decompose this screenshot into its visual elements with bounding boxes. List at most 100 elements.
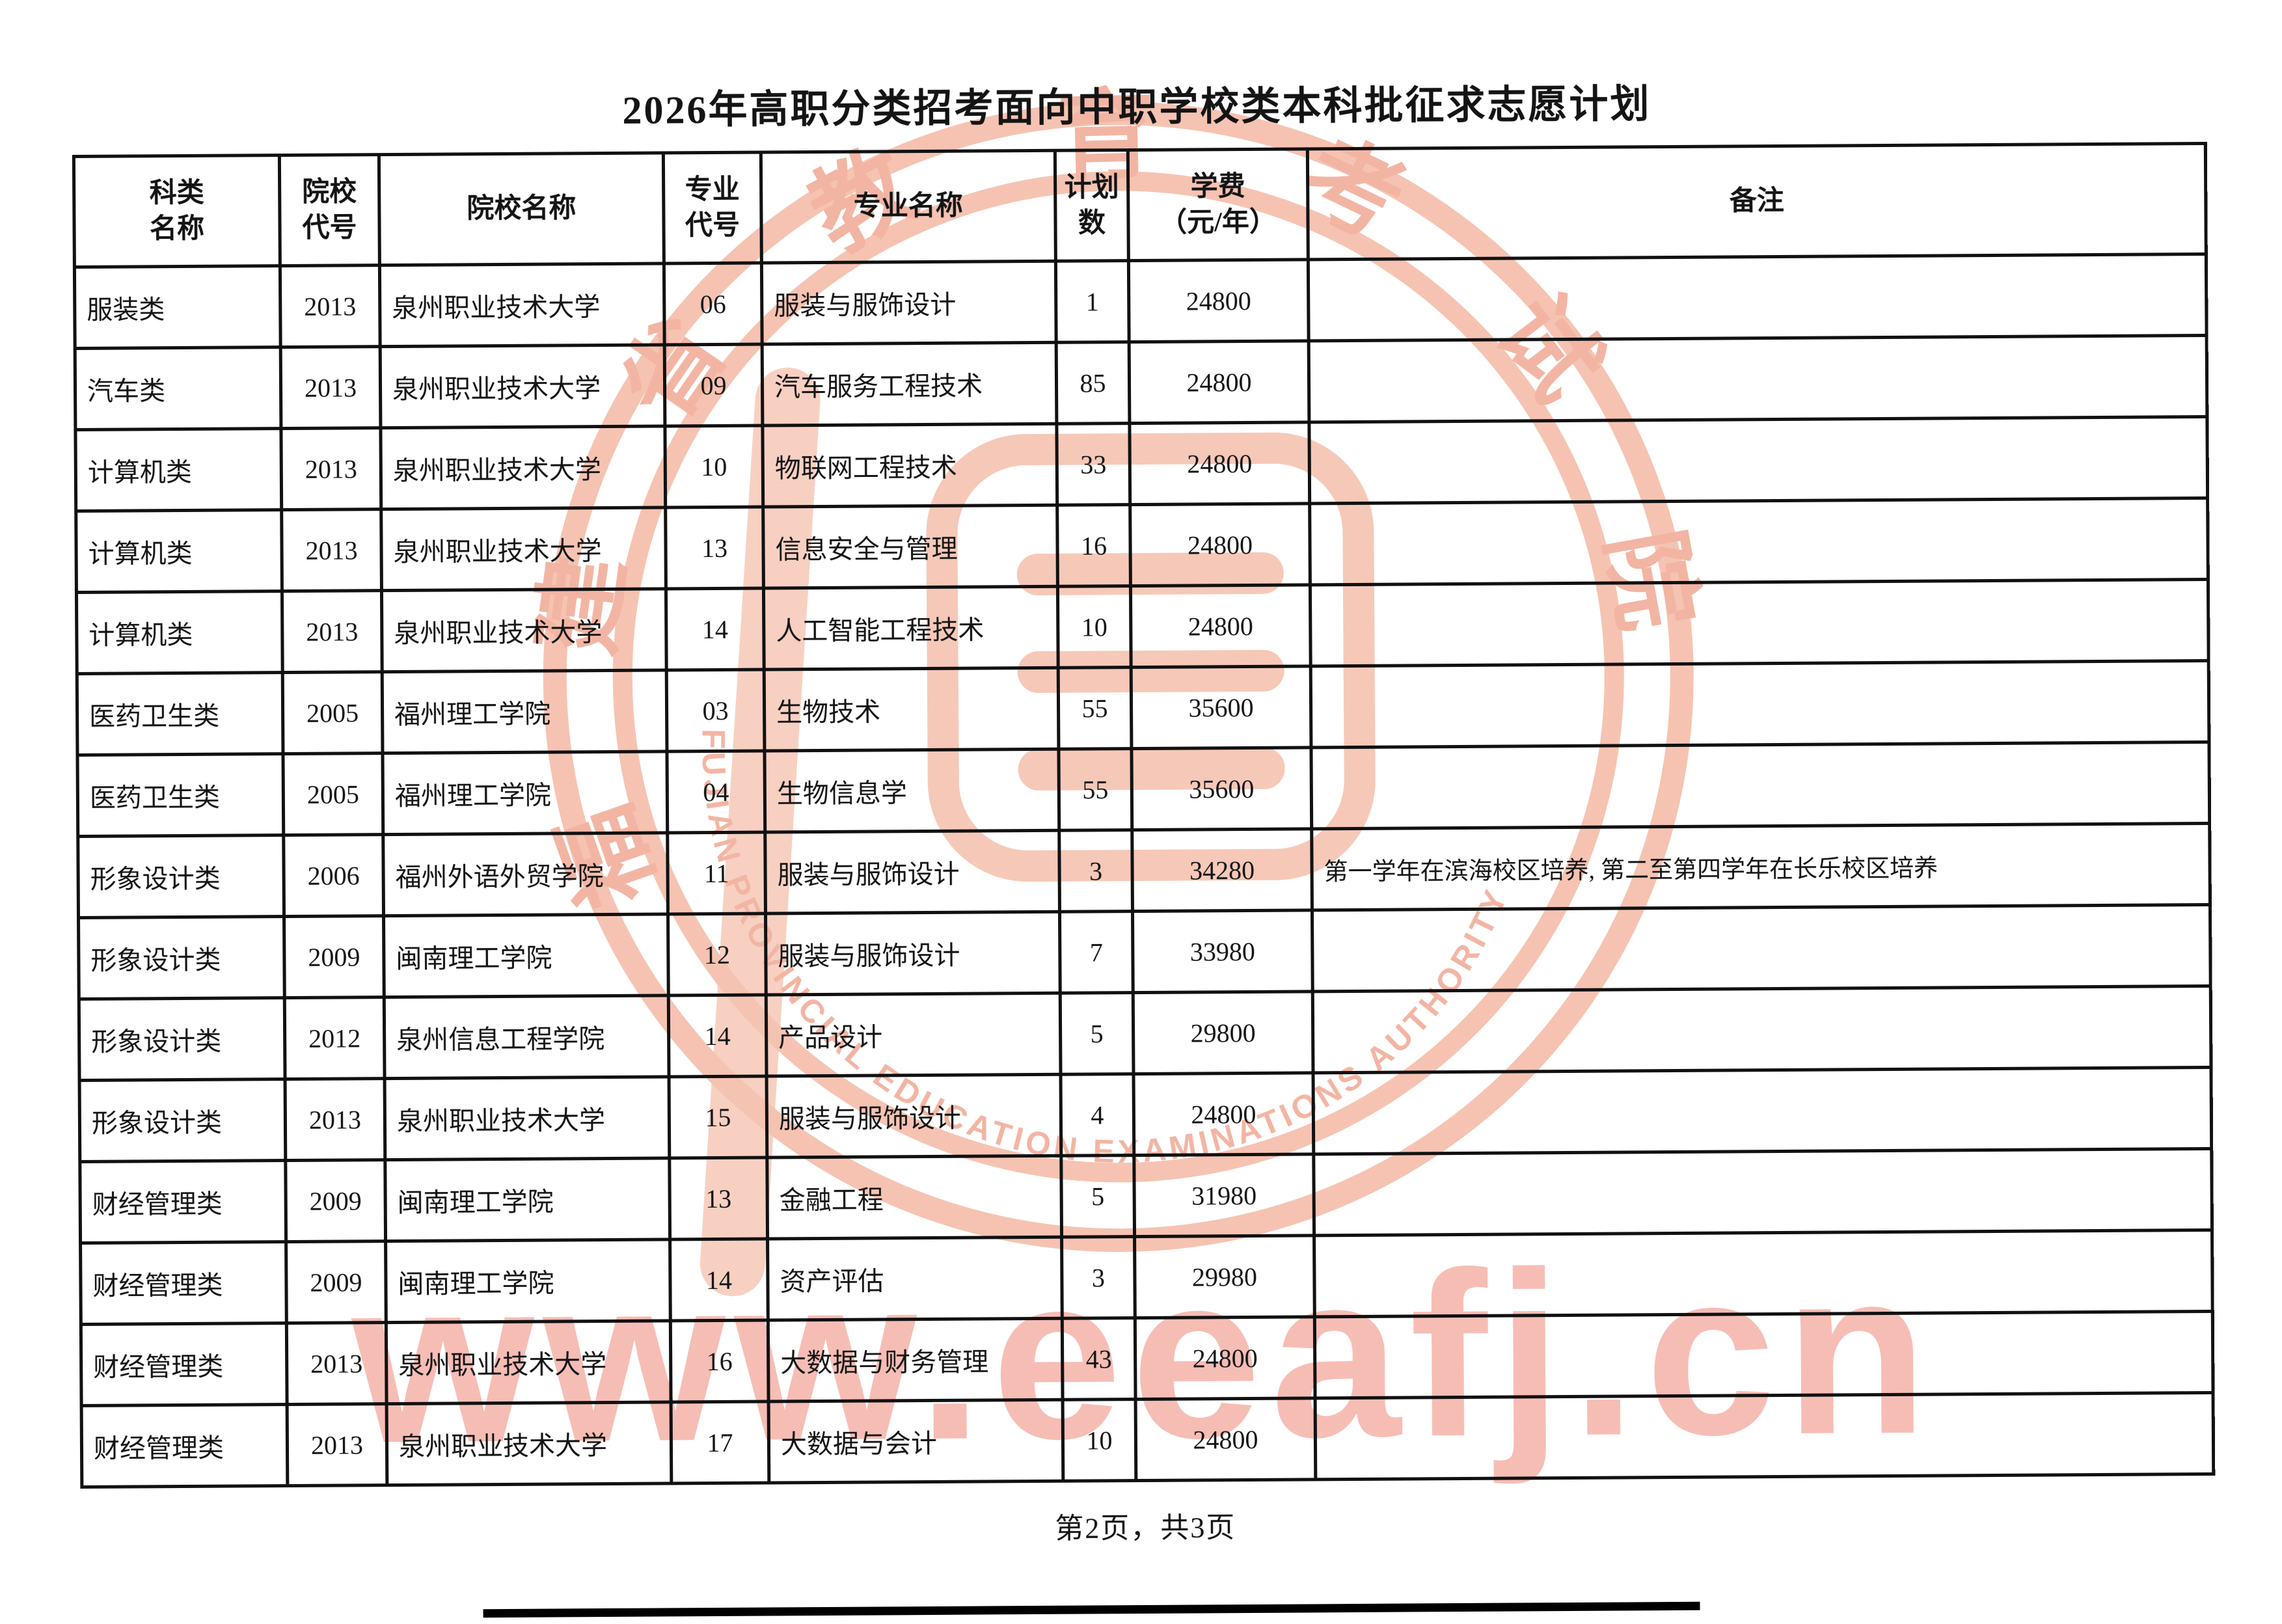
cell-remark: 第一学年在滨海校区培养, 第二至第四学年在长乐校区培养 — [1311, 823, 2210, 910]
cell-major-code: 17 — [671, 1401, 769, 1483]
table-row: 形象设计类 2013 泉州职业技术大学 15 服装与服饰设计 4 24800 — [79, 1067, 2212, 1162]
cell-plan-count: 55 — [1058, 748, 1132, 831]
cell-plan-count: 55 — [1058, 667, 1132, 750]
table-row: 形象设计类 2006 福州外语外贸学院 11 服装与服饰设计 3 34280 第… — [77, 823, 2210, 918]
cell-major-name: 大数据与会计 — [768, 1400, 1063, 1483]
cell-major-name: 信息安全与管理 — [763, 505, 1058, 589]
cell-college-code: 2013 — [282, 590, 383, 673]
cell-major-code: 06 — [664, 263, 763, 345]
cell-college-code: 2013 — [286, 1322, 387, 1405]
cell-category: 财经管理类 — [80, 1241, 287, 1325]
cell-category: 医药卫生类 — [77, 672, 283, 755]
cell-category: 计算机类 — [76, 591, 283, 674]
cell-tuition: 35600 — [1131, 666, 1311, 749]
cell-category: 计算机类 — [75, 509, 282, 593]
cell-major-code: 16 — [670, 1320, 769, 1402]
plan-table: 科类 名称 院校 代号 院校名称 专业 代号 专业名称 计划数 — [72, 142, 2215, 1489]
cell-remark — [1311, 660, 2209, 748]
cell-major-code: 13 — [665, 507, 764, 589]
cell-plan-count: 43 — [1062, 1318, 1136, 1400]
cell-major-code: 14 — [666, 588, 765, 670]
cell-plan-count: 5 — [1060, 992, 1134, 1075]
cell-category: 医药卫生类 — [77, 753, 284, 837]
table-row: 医药卫生类 2005 福州理工学院 03 生物技术 55 35600 — [77, 660, 2209, 755]
header-tuition: 学费 （元/年） — [1128, 148, 1309, 261]
page-number: 第2页，共3页 — [1055, 1511, 1236, 1545]
cell-tuition: 24800 — [1134, 1072, 1314, 1156]
cell-remark — [1309, 416, 2208, 504]
cell-plan-count: 1 — [1055, 260, 1130, 343]
cell-college-name: 闽南理工学院 — [385, 1157, 670, 1241]
table-body: 服装类 2013 泉州职业技术大学 06 服装与服饰设计 1 24800 汽车类… — [74, 254, 2214, 1487]
cell-major-name: 服装与服饰设计 — [765, 830, 1060, 914]
cell-remark — [1315, 1392, 2214, 1480]
cell-college-code: 2012 — [284, 997, 385, 1079]
header-major-code: 专业 代号 — [663, 152, 762, 264]
cell-remark — [1309, 498, 2208, 585]
cell-major-name: 金融工程 — [767, 1156, 1062, 1239]
cell-major-code: 13 — [669, 1157, 768, 1239]
cell-plan-count: 3 — [1059, 830, 1133, 912]
cell-major-code: 14 — [670, 1239, 768, 1321]
table-row: 形象设计类 2012 泉州信息工程学院 14 产品设计 5 29800 — [79, 986, 2211, 1081]
cell-remark — [1308, 254, 2207, 341]
cell-remark — [1309, 335, 2207, 422]
cell-remark — [1311, 742, 2210, 829]
cell-college-name: 泉州信息工程学院 — [384, 995, 670, 1079]
table-row: 计算机类 2013 泉州职业技术大学 14 人工智能工程技术 10 24800 — [76, 579, 2209, 674]
cell-major-name: 服装与服饰设计 — [761, 261, 1057, 345]
cell-category: 服装类 — [74, 265, 281, 349]
cell-college-code: 2006 — [283, 834, 384, 917]
cell-major-code: 15 — [669, 1076, 767, 1158]
cell-plan-count: 3 — [1061, 1236, 1135, 1319]
cell-category: 计算机类 — [75, 428, 282, 511]
cell-category: 财经管理类 — [81, 1404, 288, 1487]
cell-remark — [1313, 1067, 2212, 1154]
cell-college-code: 2009 — [286, 1241, 387, 1323]
cell-college-name: 泉州职业技术大学 — [379, 263, 665, 347]
cell-college-code: 2013 — [285, 1078, 385, 1161]
cell-tuition: 24800 — [1130, 584, 1311, 668]
cell-college-name: 泉州职业技术大学 — [381, 588, 667, 672]
header-college-code: 院校 代号 — [279, 154, 380, 266]
cell-tuition: 24800 — [1129, 422, 1310, 505]
cell-major-name: 服装与服饰设计 — [767, 1074, 1061, 1158]
cell-college-name: 泉州职业技术大学 — [385, 1076, 670, 1160]
table-header: 科类 名称 院校 代号 院校名称 专业 代号 专业名称 计划数 — [74, 143, 2207, 267]
cell-major-name: 物联网工程技术 — [762, 424, 1057, 508]
cell-major-name: 服装与服饰设计 — [765, 912, 1061, 995]
cell-tuition: 29800 — [1133, 991, 1314, 1074]
table-row: 财经管理类 2013 泉州职业技术大学 16 大数据与财务管理 43 24800 — [81, 1311, 2214, 1406]
cell-major-code: 03 — [666, 670, 765, 751]
cell-major-code: 09 — [664, 344, 763, 426]
cell-category: 形象设计类 — [78, 916, 285, 999]
cell-college-code: 2013 — [280, 265, 381, 347]
header-plan-count: 计划数 — [1055, 150, 1129, 262]
cell-college-code: 2009 — [285, 1159, 386, 1242]
cell-tuition: 24800 — [1128, 259, 1309, 342]
table-row: 医药卫生类 2005 福州理工学院 04 生物信息学 55 35600 — [77, 742, 2210, 837]
cell-tuition: 24800 — [1135, 1316, 1316, 1400]
cell-plan-count: 7 — [1059, 911, 1134, 994]
cell-major-name: 生物信息学 — [764, 749, 1059, 833]
cell-college-code: 2013 — [287, 1403, 387, 1486]
table-row: 财经管理类 2013 泉州职业技术大学 17 大数据与会计 10 24800 — [81, 1392, 2214, 1487]
cell-major-name: 汽车服务工程技术 — [762, 342, 1057, 426]
cell-tuition: 24800 — [1130, 503, 1311, 586]
table-row: 计算机类 2013 泉州职业技术大学 10 物联网工程技术 33 24800 — [75, 416, 2208, 511]
cell-major-code: 14 — [668, 995, 767, 1077]
cell-tuition: 33980 — [1132, 910, 1313, 993]
header-row: 科类 名称 院校 代号 院校名称 专业 代号 专业名称 计划数 — [74, 143, 2207, 267]
cell-college-name: 福州理工学院 — [382, 751, 668, 835]
cell-plan-count: 85 — [1056, 342, 1130, 424]
cell-major-code: 12 — [668, 914, 767, 995]
cell-college-name: 闽南理工学院 — [383, 914, 669, 997]
table-row: 计算机类 2013 泉州职业技术大学 13 信息安全与管理 16 24800 — [75, 498, 2208, 593]
cell-plan-count: 33 — [1056, 423, 1130, 506]
table-row: 财经管理类 2009 闽南理工学院 13 金融工程 5 31980 — [79, 1148, 2212, 1243]
cell-college-name: 泉州职业技术大学 — [386, 1320, 672, 1404]
header-major-name: 专业名称 — [761, 150, 1056, 264]
cell-tuition: 29980 — [1134, 1235, 1315, 1318]
cell-college-code: 2005 — [282, 753, 383, 835]
